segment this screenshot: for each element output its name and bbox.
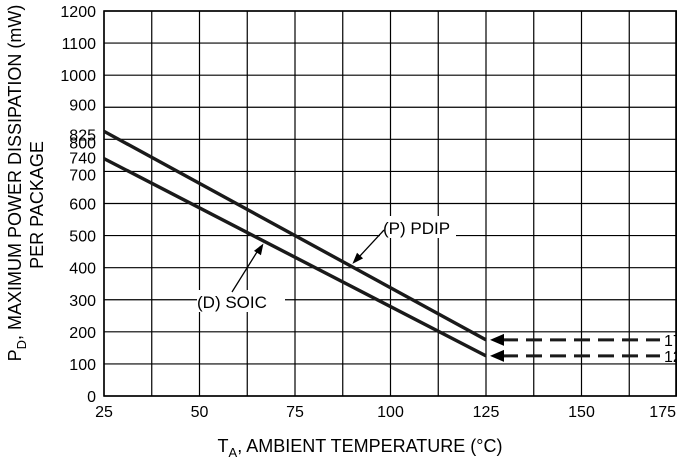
series-line-soic bbox=[103, 157, 487, 358]
y-tick-label: 1100 bbox=[62, 36, 97, 53]
dashed-limit-lines: 175125 bbox=[490, 333, 677, 366]
pdip-label-bg bbox=[380, 216, 456, 238]
y-tick-label: 500 bbox=[69, 229, 96, 246]
soic-label-bg bbox=[197, 290, 285, 312]
x-tick-label: 125 bbox=[473, 404, 500, 421]
plot-frame bbox=[103, 10, 677, 397]
y-tick-label: 600 bbox=[69, 197, 96, 214]
series-line-pdip bbox=[103, 129, 487, 342]
x-tick-label: 100 bbox=[377, 404, 404, 421]
y-tick-label: 800 bbox=[69, 135, 96, 152]
y-tick-label: 200 bbox=[69, 325, 96, 342]
limit-arrow-head bbox=[490, 333, 504, 346]
y-tick-label: 400 bbox=[69, 261, 96, 278]
soic-annotation: (D) SOIC bbox=[197, 293, 267, 312]
x-tick-label: 75 bbox=[286, 404, 304, 421]
y-tick-label: 740 bbox=[69, 151, 96, 168]
pdip-annotation: (P) PDIP bbox=[383, 219, 450, 238]
y-axis-title: PD, MAXIMUM POWER DISSIPATION (mW) bbox=[5, 5, 29, 362]
soic-arrow-head bbox=[253, 243, 264, 256]
pdip-leader bbox=[355, 229, 385, 261]
y-axis-title-subscript: D bbox=[14, 340, 29, 349]
annotations: (P) PDIP (D) SOIC bbox=[197, 216, 456, 312]
svg-text:PD, MAXIMUM POWER DISSIPATION: PD, MAXIMUM POWER DISSIPATION (mW) bbox=[5, 5, 29, 362]
x-axis-title: TA, AMBIENT TEMPERATURE (°C) bbox=[218, 436, 503, 460]
y-tick-label: 825 bbox=[69, 127, 96, 144]
limit-label: 125 bbox=[664, 349, 677, 366]
y-tick-label: 1200 bbox=[60, 4, 96, 21]
x-axis-title-subscript: A bbox=[229, 445, 238, 460]
y-axis-title-line2: PER PACKAGE bbox=[27, 141, 47, 269]
x-tick-label: 50 bbox=[191, 404, 209, 421]
y-tick-label: 1000 bbox=[60, 68, 96, 85]
svg-text:PER PACKAGE: PER PACKAGE bbox=[27, 141, 47, 269]
x-tick-label: 150 bbox=[568, 404, 595, 421]
series-lines bbox=[103, 129, 487, 358]
y-tick-label: 300 bbox=[69, 293, 96, 310]
y-tick-label: 100 bbox=[69, 357, 96, 374]
x-tick-label: 25 bbox=[95, 404, 113, 421]
y-tick-label: 900 bbox=[69, 97, 96, 114]
y-tick-label: 0 bbox=[87, 389, 96, 406]
soic-leader bbox=[231, 246, 261, 293]
limit-arrow-head bbox=[490, 349, 504, 362]
limit-label: 175 bbox=[664, 333, 677, 350]
x-tick-label: 175 bbox=[649, 404, 676, 421]
y-tick-label: 700 bbox=[69, 167, 96, 184]
pdip-arrow-head bbox=[352, 252, 364, 264]
